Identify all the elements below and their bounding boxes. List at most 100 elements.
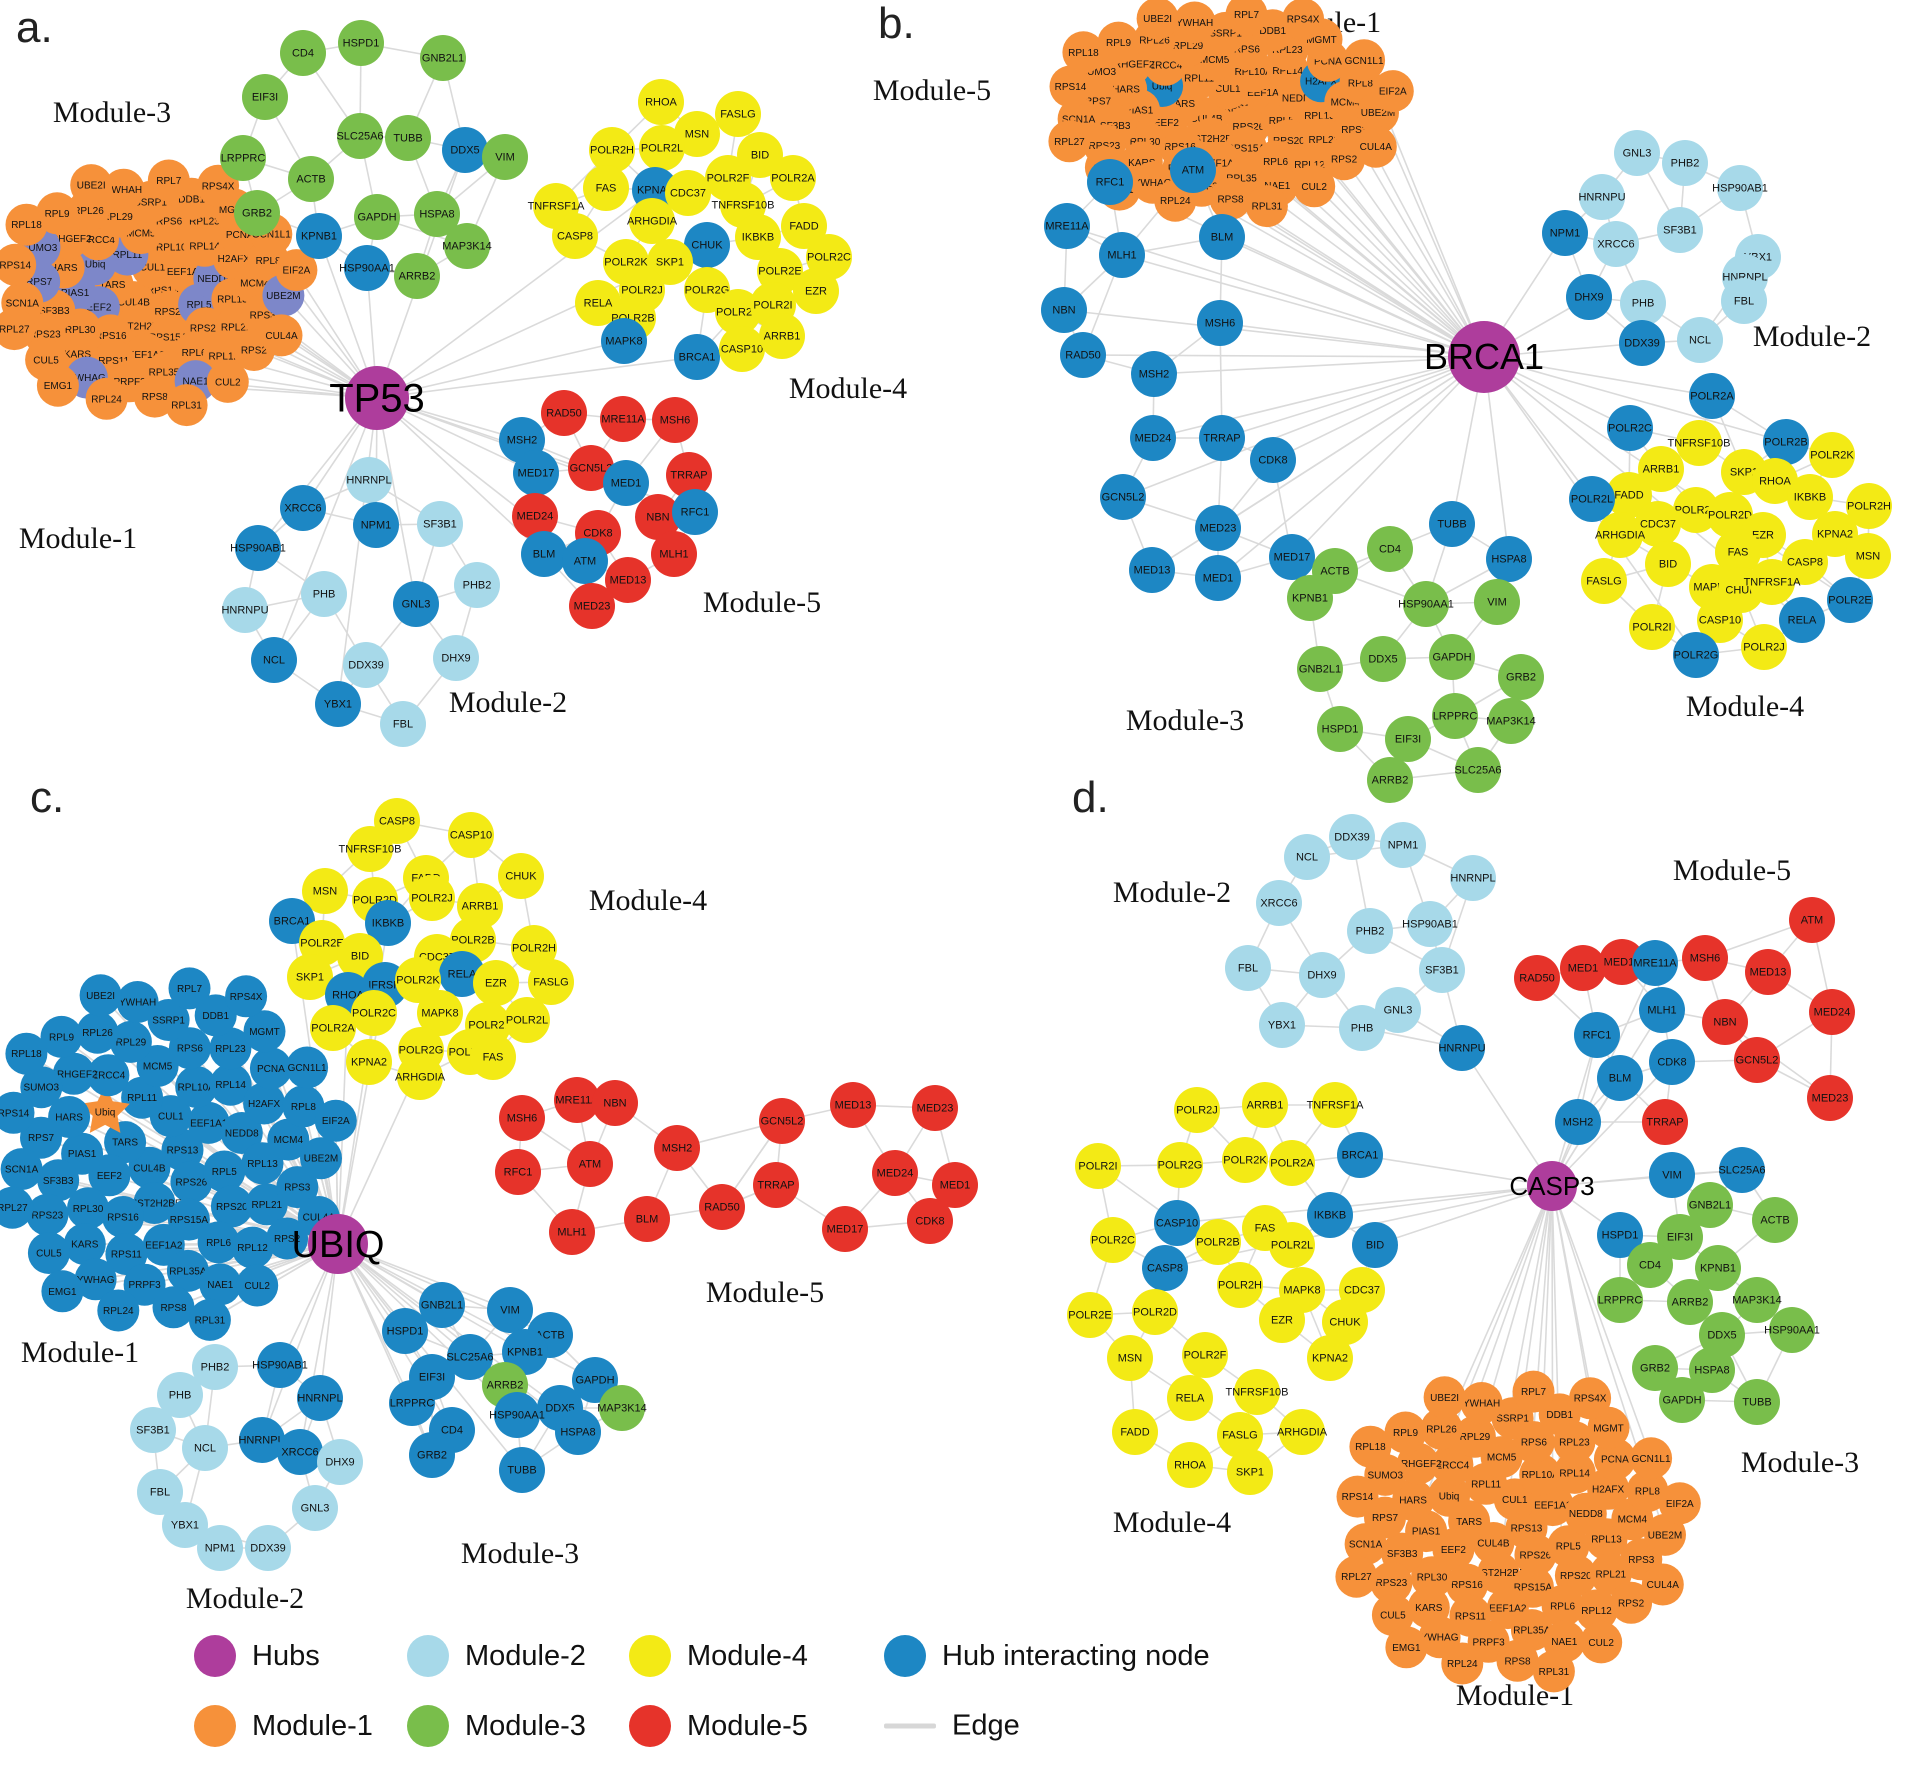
node-RPL31[interactable]: RPL31 <box>188 1298 231 1341</box>
node-VIM[interactable]: VIM <box>487 1287 533 1333</box>
node-ARHGDIA[interactable]: ARHGDIA <box>627 198 678 244</box>
node-MED17[interactable]: MED17 <box>513 450 559 496</box>
node-UBE2I[interactable]: UBE2I <box>70 164 113 207</box>
node-HSPA8[interactable]: HSPA8 <box>414 191 460 237</box>
node-BLM[interactable]: BLM <box>624 1196 670 1242</box>
node-GCN1L1[interactable]: GCN1L1 <box>1343 39 1386 82</box>
node-RPL23[interactable]: RPL23 <box>209 1027 252 1070</box>
node-LRPPRC[interactable]: LRPPRC <box>1432 693 1478 739</box>
node-RPL27[interactable]: RPL27 <box>0 308 36 351</box>
node-MRE11A[interactable]: MRE11A <box>1044 203 1090 249</box>
node-GNL3[interactable]: GNL3 <box>292 1485 338 1531</box>
node-HSPD1[interactable]: HSPD1 <box>338 20 384 66</box>
node-ERCC4[interactable]: ERCC4 <box>1431 1443 1474 1486</box>
node-KPNA2[interactable]: KPNA2 <box>1812 511 1858 557</box>
node-BID[interactable]: BID <box>1645 541 1691 587</box>
node-ARRB1[interactable]: ARRB1 <box>1242 1082 1288 1128</box>
node-RPL29[interactable]: RPL29 <box>1453 1415 1496 1458</box>
node-RPL12[interactable]: RPL12 <box>231 1226 274 1269</box>
node-RPS2[interactable]: RPS2 <box>266 1217 309 1260</box>
node-XRCC6[interactable]: XRCC6 <box>1593 221 1639 267</box>
node-PHB[interactable]: PHB <box>1339 1005 1385 1051</box>
node-RPS4X[interactable]: RPS4X <box>225 975 268 1018</box>
node-RPS23[interactable]: RPS23 <box>1370 1561 1413 1604</box>
node-ATM[interactable]: ATM <box>562 538 608 584</box>
node-RPL9[interactable]: RPL9 <box>1097 21 1140 64</box>
node-ATM[interactable]: ATM <box>1789 897 1835 943</box>
node-GRB2[interactable]: GRB2 <box>409 1432 455 1478</box>
node-DHX9[interactable]: DHX9 <box>1566 274 1612 320</box>
node-PHB2[interactable]: PHB2 <box>454 562 500 608</box>
node-MRE11A[interactable]: MRE11A <box>554 1077 600 1123</box>
node-ARHGDIA[interactable]: ARHGDIA <box>1277 1409 1328 1455</box>
node-POLR2D[interactable]: POLR2D <box>715 289 761 335</box>
node-GRB2[interactable]: GRB2 <box>1498 654 1544 700</box>
node-MED23[interactable]: MED23 <box>912 1085 958 1131</box>
node-TUBB[interactable]: TUBB <box>385 115 431 161</box>
node-BID[interactable]: BID <box>1352 1222 1398 1268</box>
node-RPS4X[interactable]: RPS4X <box>1282 0 1325 41</box>
node-MED1[interactable]: MED1 <box>1560 945 1606 991</box>
node-SKP1[interactable]: SKP1 <box>647 239 693 285</box>
node-GNB2L1[interactable]: GNB2L1 <box>419 1282 465 1328</box>
node-GNL3[interactable]: GNL3 <box>393 581 439 627</box>
node-POLR2D[interactable]: POLR2D <box>1132 1289 1178 1335</box>
node-RPL7[interactable]: RPL7 <box>1512 1370 1555 1413</box>
node-Ubiq[interactable]: Ubiq <box>1428 1474 1471 1517</box>
node-POLR2D[interactable]: POLR2D <box>1707 492 1753 538</box>
node-ATM[interactable]: ATM <box>1170 147 1216 193</box>
node-CDC37[interactable]: CDC37 <box>1635 501 1681 547</box>
node-GCN5L2[interactable]: GCN5L2 <box>568 445 614 491</box>
node-SCN1A[interactable]: SCN1A <box>1344 1523 1387 1566</box>
node-FASLG[interactable]: FASLG <box>715 91 761 137</box>
node-EIF3I[interactable]: EIF3I <box>1385 716 1431 762</box>
node-CUL4A[interactable]: CUL4A <box>260 314 303 357</box>
node-EZR[interactable]: EZR <box>1259 1297 1305 1343</box>
node-RPS8[interactable]: RPS8 <box>1496 1639 1539 1682</box>
node-POLR2A[interactable]: POLR2A <box>1269 1140 1315 1186</box>
node-RPS14[interactable]: RPS14 <box>0 1091 35 1134</box>
node-MCM5[interactable]: MCM5 <box>136 1045 179 1087</box>
node-XRCC6[interactable]: XRCC6 <box>280 485 326 531</box>
node-CUL4A[interactable]: CUL4A <box>1354 125 1397 168</box>
node-RPS2[interactable]: RPS2 <box>1323 138 1366 181</box>
node-RPL24[interactable]: RPL24 <box>85 377 128 420</box>
node-VIM[interactable]: VIM <box>1474 579 1520 625</box>
node-RPS4X[interactable]: RPS4X <box>1569 1377 1612 1420</box>
node-SF3B1[interactable]: SF3B1 <box>1657 207 1703 253</box>
node-DDX39[interactable]: DDX39 <box>245 1525 291 1571</box>
node-RPS3[interactable]: RPS3 <box>276 1166 319 1209</box>
node-EMG1[interactable]: EMG1 <box>1385 1626 1428 1669</box>
node-YWHAH[interactable]: YWHAH <box>102 168 145 211</box>
node-TNFRSF10B[interactable]: TNFRSF10B <box>339 826 402 872</box>
node-MED1[interactable]: MED1 <box>603 460 649 506</box>
node-NBN[interactable]: NBN <box>1041 287 1087 333</box>
node-SUMO3[interactable]: SUMO3 <box>20 1066 63 1109</box>
node-POLR2A[interactable]: POLR2A <box>770 155 816 201</box>
node-CDC37[interactable]: CDC37 <box>665 170 711 216</box>
node-RPS26[interactable]: RPS26 <box>1514 1534 1557 1576</box>
node-MCM4[interactable]: MCM4 <box>267 1118 310 1161</box>
node-GAPDH[interactable]: GAPDH <box>1659 1377 1705 1423</box>
node-TUBB[interactable]: TUBB <box>499 1447 545 1493</box>
node-MED17[interactable]: MED17 <box>822 1206 868 1252</box>
node-POLR2J[interactable]: POLR2J <box>1174 1087 1220 1133</box>
node-KPNB1[interactable]: KPNB1 <box>502 1329 548 1375</box>
node-FASLG[interactable]: FASLG <box>1217 1412 1263 1458</box>
node-EIF2A[interactable]: EIF2A <box>1658 1482 1701 1525</box>
node-HNRNPU[interactable]: HNRNPU <box>221 587 269 633</box>
node-ACTB[interactable]: ACTB <box>288 156 334 202</box>
node-MED17[interactable]: MED17 <box>1269 534 1315 580</box>
node-MAP3K14[interactable]: MAP3K14 <box>1732 1277 1782 1323</box>
node-BID[interactable]: BID <box>737 132 783 178</box>
hub-CASP3[interactable]: CASP3 <box>1509 1161 1595 1211</box>
node-MAP3K14[interactable]: MAP3K14 <box>1486 698 1536 744</box>
node-RPL6[interactable]: RPL6 <box>197 1221 240 1264</box>
node-HSPD1[interactable]: HSPD1 <box>1597 1212 1643 1258</box>
node-TNFRSF1A[interactable]: TNFRSF1A <box>1307 1082 1365 1128</box>
node-RPL7[interactable]: RPL7 <box>168 967 211 1010</box>
node-POLR2L[interactable]: POLR2L <box>639 125 685 171</box>
node-TUBB[interactable]: TUBB <box>1429 501 1475 547</box>
node-MED23[interactable]: MED23 <box>1807 1075 1853 1121</box>
node-KPNB1[interactable]: KPNB1 <box>296 213 342 259</box>
